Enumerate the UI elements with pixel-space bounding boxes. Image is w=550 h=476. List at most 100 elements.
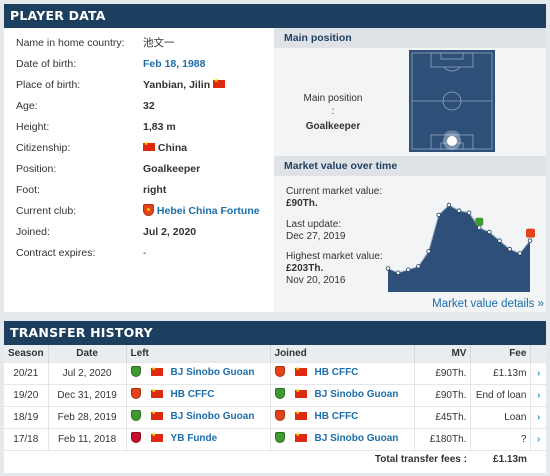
club-crest-icon bbox=[130, 432, 141, 444]
last-update-label: Last update: bbox=[286, 219, 342, 230]
value-foot: right bbox=[143, 184, 167, 196]
col-date: Date bbox=[48, 345, 127, 362]
china-flag-icon bbox=[213, 77, 226, 89]
row-height: Height: 1,83 m bbox=[4, 117, 272, 137]
market-value-panel: Market value over time Current market va… bbox=[274, 156, 546, 312]
season-cell: 17/18 bbox=[4, 427, 49, 450]
main-position-header: Main position bbox=[274, 28, 546, 48]
market-value-point[interactable] bbox=[416, 264, 421, 269]
chevron-right-icon[interactable]: › bbox=[530, 361, 546, 384]
current-club-text: Hebei China Fortune bbox=[156, 205, 260, 217]
col-joined: Joined bbox=[270, 345, 416, 362]
row-dob: Date of birth: Feb 18, 1988 bbox=[4, 54, 272, 74]
pitch-lines bbox=[411, 52, 493, 150]
row-contract: Contract expires: - bbox=[4, 243, 272, 263]
market-value-point[interactable] bbox=[507, 246, 512, 252]
market-value-point[interactable] bbox=[527, 238, 533, 243]
label-citizenship: Citizenship: bbox=[16, 142, 71, 154]
joined-club-name: BJ Sinobo Guoan bbox=[314, 389, 399, 401]
left-club-cell[interactable]: YB Funde bbox=[126, 427, 271, 450]
date-cell: Feb 28, 2019 bbox=[48, 405, 127, 428]
club-crest-icon bbox=[274, 366, 285, 378]
market-value-point[interactable] bbox=[406, 267, 411, 272]
birthplace-text: Yanbian, Jilin bbox=[143, 79, 211, 91]
market-value-point[interactable] bbox=[456, 208, 462, 213]
pitch-diagram bbox=[409, 50, 495, 152]
transfer-history-header: TRANSFER HISTORY bbox=[4, 321, 546, 345]
market-value-header: Market value over time bbox=[274, 156, 546, 176]
season-cell: 18/19 bbox=[4, 405, 49, 428]
market-value-point[interactable] bbox=[446, 202, 452, 208]
row-foot: Foot: right bbox=[4, 180, 272, 200]
label-height: Height: bbox=[16, 121, 50, 133]
value-current-club-link[interactable]: Hebei China Fortune bbox=[143, 201, 260, 221]
total-fees-value: £1.13m bbox=[470, 449, 531, 468]
transfer-row[interactable]: 18/19 Feb 28, 2019 BJ Sinobo Guoan HB CF… bbox=[4, 405, 546, 428]
joined-club-name: HB CFFC bbox=[314, 411, 359, 423]
last-update: Last update: Dec 27, 2019 bbox=[286, 219, 346, 243]
col-left: Left bbox=[126, 345, 271, 362]
joined-club-name: BJ Sinobo Guoan bbox=[314, 433, 399, 445]
highest-mv-value: £203Th. bbox=[286, 263, 324, 274]
col-arrow bbox=[530, 345, 546, 362]
current-mv-label: Current market value: bbox=[286, 186, 383, 197]
joined-club-cell[interactable]: BJ Sinobo Guoan bbox=[270, 427, 416, 450]
transfer-table: Season Date Left Joined MV Fee 20/21 Jul… bbox=[4, 345, 546, 468]
row-citizenship: Citizenship: China bbox=[4, 138, 272, 158]
market-value-point[interactable] bbox=[466, 210, 472, 215]
china-flag-icon bbox=[143, 140, 155, 152]
main-position-value: Goalkeeper bbox=[305, 121, 361, 132]
market-value-point[interactable] bbox=[487, 229, 492, 235]
transfer-row[interactable]: 20/21 Jul 2, 2020 BJ Sinobo Guoan HB CFF… bbox=[4, 361, 546, 384]
current-mv-value: £90Th. bbox=[286, 198, 318, 209]
china-flag-icon bbox=[294, 431, 307, 442]
value-name: 池文一 bbox=[143, 37, 175, 49]
mv-cell: £180Th. bbox=[414, 427, 472, 450]
market-value-point[interactable] bbox=[395, 270, 401, 275]
joined-club-cell[interactable]: BJ Sinobo Guoan bbox=[270, 383, 416, 406]
market-value-area bbox=[388, 205, 530, 292]
left-club-cell[interactable]: BJ Sinobo Guoan bbox=[126, 361, 271, 384]
joined-club-cell[interactable]: HB CFFC bbox=[270, 361, 416, 384]
market-value-chart bbox=[385, 202, 535, 292]
label-dob: Date of birth: bbox=[16, 58, 77, 70]
transfer-table-header: Season Date Left Joined MV Fee bbox=[4, 345, 546, 362]
market-value-point[interactable] bbox=[497, 238, 502, 243]
value-dob-link[interactable]: Feb 18, 1988 bbox=[143, 58, 206, 70]
highest-market-value: Highest market value: £203Th. Nov 20, 20… bbox=[286, 251, 383, 287]
market-value-point[interactable] bbox=[426, 249, 431, 254]
player-data-panel: PLAYER DATA Name in home country: 池文一 Da… bbox=[4, 4, 546, 312]
market-value-point[interactable] bbox=[385, 266, 391, 271]
club-crest-icon bbox=[130, 366, 141, 378]
chevron-right-icon[interactable]: › bbox=[530, 405, 546, 428]
player-data-header: PLAYER DATA bbox=[4, 4, 546, 28]
joined-club-cell[interactable]: HB CFFC bbox=[270, 405, 416, 428]
value-birthplace: Yanbian, Jilin bbox=[143, 75, 226, 95]
main-position-panel: Main position Main position : Goalkeeper bbox=[274, 28, 546, 156]
market-value-point[interactable] bbox=[517, 251, 523, 256]
transfer-row[interactable]: 19/20 Dec 31, 2019 HB CFFC BJ Sinobo Guo… bbox=[4, 383, 546, 406]
china-flag-icon bbox=[150, 387, 163, 398]
chevron-right-icon[interactable]: › bbox=[530, 383, 546, 406]
label-current-club: Current club: bbox=[16, 205, 77, 217]
col-fee: Fee bbox=[470, 345, 532, 362]
season-cell: 19/20 bbox=[4, 383, 49, 406]
mv-cell: £45Th. bbox=[414, 405, 472, 428]
left-club-name: HB CFFC bbox=[170, 389, 215, 401]
left-club-cell[interactable]: BJ Sinobo Guoan bbox=[126, 405, 271, 428]
left-club-name: YB Funde bbox=[170, 433, 218, 445]
chevron-right-icon[interactable]: › bbox=[530, 427, 546, 450]
transfer-row[interactable]: 17/18 Feb 11, 2018 YB Funde BJ Sinobo Gu… bbox=[4, 427, 546, 450]
main-position-caption: Main position : bbox=[303, 93, 363, 117]
china-flag-icon bbox=[150, 431, 163, 442]
market-value-details-link[interactable]: Market value details » bbox=[432, 298, 544, 310]
value-joined: Jul 2, 2020 bbox=[143, 226, 197, 238]
market-value-point[interactable] bbox=[436, 212, 441, 218]
mv-cell: £90Th. bbox=[414, 361, 472, 384]
highest-mv-label: Highest market value: bbox=[286, 251, 383, 262]
goalkeeper-position-marker bbox=[447, 136, 457, 146]
date-cell: Jul 2, 2020 bbox=[48, 361, 127, 384]
china-flag-icon bbox=[150, 365, 163, 376]
market-value-point[interactable] bbox=[477, 225, 482, 230]
left-club-cell[interactable]: HB CFFC bbox=[126, 383, 271, 406]
